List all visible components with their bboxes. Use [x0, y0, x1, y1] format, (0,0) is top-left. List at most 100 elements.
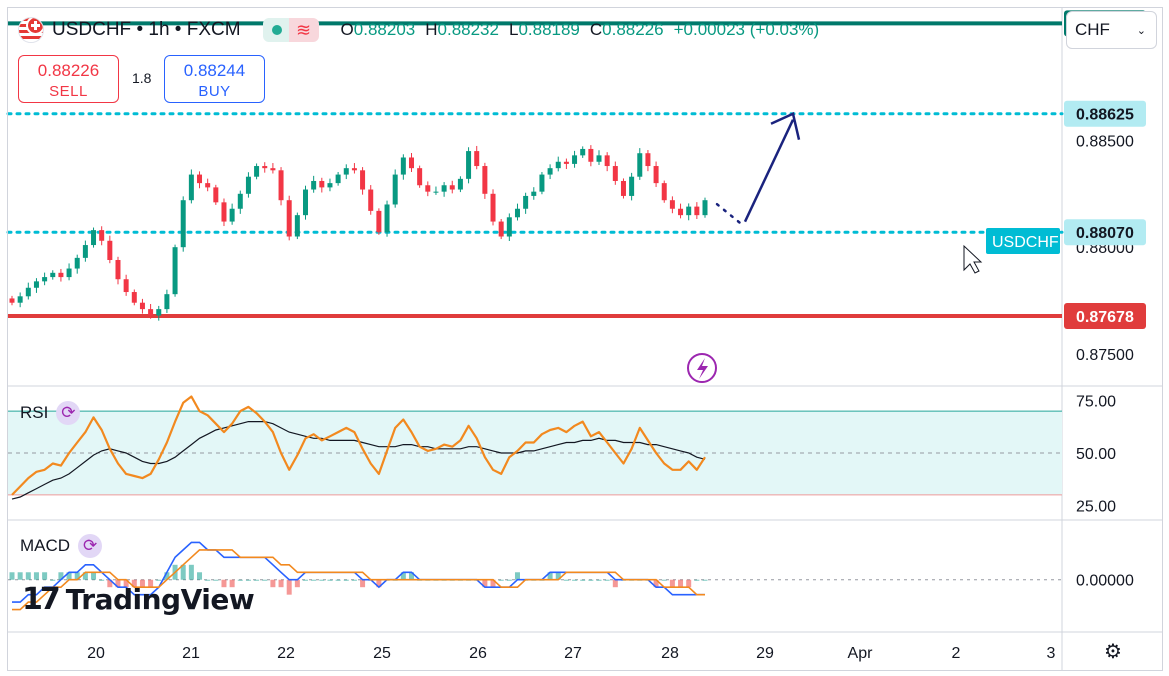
macd-histogram-bar	[686, 579, 692, 588]
refresh-icon[interactable]: ⟳	[78, 534, 103, 558]
macd-histogram-bar	[335, 579, 341, 581]
time-axis-label: 28	[661, 645, 679, 662]
candle-body	[547, 168, 553, 175]
candle-body	[596, 155, 602, 162]
candle-body	[123, 279, 129, 293]
candle-body	[604, 155, 610, 167]
sell-button[interactable]: 0.88226 SELL	[18, 55, 119, 103]
candle-body	[678, 208, 684, 216]
ohlc-low: L0.88189	[508, 20, 580, 39]
candle-body	[523, 195, 529, 209]
candle-body	[637, 153, 643, 177]
macd-label: MACD	[20, 536, 71, 555]
candle-body	[327, 183, 333, 188]
candle-body	[588, 148, 594, 162]
projection-arrow-line[interactable]	[743, 119, 795, 223]
candle-body	[303, 189, 309, 216]
candle-body	[25, 287, 31, 297]
buy-label: BUY	[198, 83, 231, 100]
candle-body	[115, 260, 121, 280]
candle-body	[694, 206, 700, 216]
refresh-icon[interactable]: ⟳	[56, 401, 81, 425]
rsi-axis-tick: 50.00	[1076, 446, 1116, 463]
candle-body	[156, 309, 162, 316]
macd-histogram-bar	[604, 579, 610, 581]
price-level-label: 0.88070	[1076, 225, 1134, 242]
macd-histogram-bar	[555, 572, 561, 580]
macd-histogram-bar	[547, 572, 553, 580]
candle-body	[335, 174, 341, 184]
candle-body	[180, 200, 186, 248]
macd-histogram-bar	[506, 579, 512, 581]
candle-body	[629, 176, 635, 196]
spread-value: 1.8	[132, 70, 152, 86]
candle-body	[229, 208, 235, 222]
candle-body	[392, 174, 398, 205]
macd-histogram-bar	[694, 579, 700, 581]
candle-body	[58, 272, 64, 278]
settings-gear-icon[interactable]: ⚙	[1104, 641, 1122, 663]
candle-body	[270, 168, 276, 171]
candle-body	[449, 185, 455, 190]
macd-histogram-bar	[74, 572, 80, 580]
macd-histogram-bar	[400, 572, 406, 580]
arrow-head-icon	[770, 111, 801, 140]
macd-histogram-bar	[588, 579, 594, 581]
macd-histogram-bar	[653, 579, 659, 588]
candle-body	[417, 168, 423, 186]
sell-price: 0.88226	[37, 61, 100, 80]
candle-body	[400, 157, 406, 175]
candle-body	[441, 185, 447, 192]
macd-histogram-bar	[66, 572, 72, 580]
macd-histogram-bar	[678, 579, 684, 588]
tradingview-logo[interactable]: 17 TradingView	[22, 581, 255, 617]
macd-histogram-bar	[376, 579, 382, 588]
macd-histogram-bar	[123, 579, 129, 588]
buy-button[interactable]: 0.88244 BUY	[164, 55, 265, 103]
macd-histogram-bar	[303, 579, 309, 581]
candle-body	[425, 185, 431, 192]
currency-select[interactable]: CHF ⌄	[1066, 11, 1157, 49]
price-level-badge	[1064, 219, 1146, 246]
symbol-title[interactable]: USDCHF • 1h • FXCM	[52, 19, 241, 40]
macd-histogram-bar	[221, 579, 227, 588]
macd-histogram-bar	[669, 579, 675, 588]
macd-histogram-bar	[58, 572, 64, 580]
candle-body	[245, 176, 251, 194]
time-axis-label: 22	[277, 645, 295, 662]
candle-body	[686, 206, 692, 216]
macd-histogram-bar	[482, 579, 488, 588]
candle-body	[653, 166, 659, 184]
macd-histogram-bar	[612, 579, 618, 588]
time-axis-label: 26	[469, 645, 487, 662]
candle-body	[474, 151, 480, 167]
macd-histogram-bar	[327, 579, 333, 581]
candle-body	[286, 200, 292, 237]
candle-body	[539, 174, 545, 192]
candle-body	[490, 193, 496, 222]
macd-histogram-bar	[408, 572, 414, 580]
macd-legend[interactable]: MACD ⟳	[20, 534, 103, 558]
price-level-label: 0.87678	[1076, 309, 1134, 326]
tradingview-logo-text: TradingView	[65, 582, 255, 616]
candle-body	[563, 161, 569, 164]
macd-histogram-bar	[262, 579, 268, 581]
macd-histogram-bar	[294, 579, 300, 588]
macd-histogram-bar	[237, 579, 243, 581]
macd-histogram-bar	[164, 572, 170, 580]
macd-histogram-bar	[572, 579, 578, 581]
candle-body	[99, 230, 105, 241]
usd-chf-flag-icon	[18, 17, 44, 43]
candle-body	[645, 153, 651, 167]
candle-body	[360, 170, 366, 190]
macd-histogram-bar	[596, 579, 602, 581]
macd-histogram-bar	[661, 579, 667, 581]
macd-histogram-bar	[156, 579, 162, 581]
status-badge[interactable]: ≋	[262, 18, 319, 42]
rsi-legend[interactable]: RSI ⟳	[20, 401, 81, 425]
ohlc-values: O0.88203 H0.88232 L0.88189 C0.88226 +0.0…	[341, 20, 820, 40]
time-axis-label: 29	[756, 645, 774, 662]
price-level-badge	[1064, 302, 1146, 329]
projection-dotted-line[interactable]	[715, 202, 743, 225]
market-open-dot-icon	[262, 18, 289, 42]
